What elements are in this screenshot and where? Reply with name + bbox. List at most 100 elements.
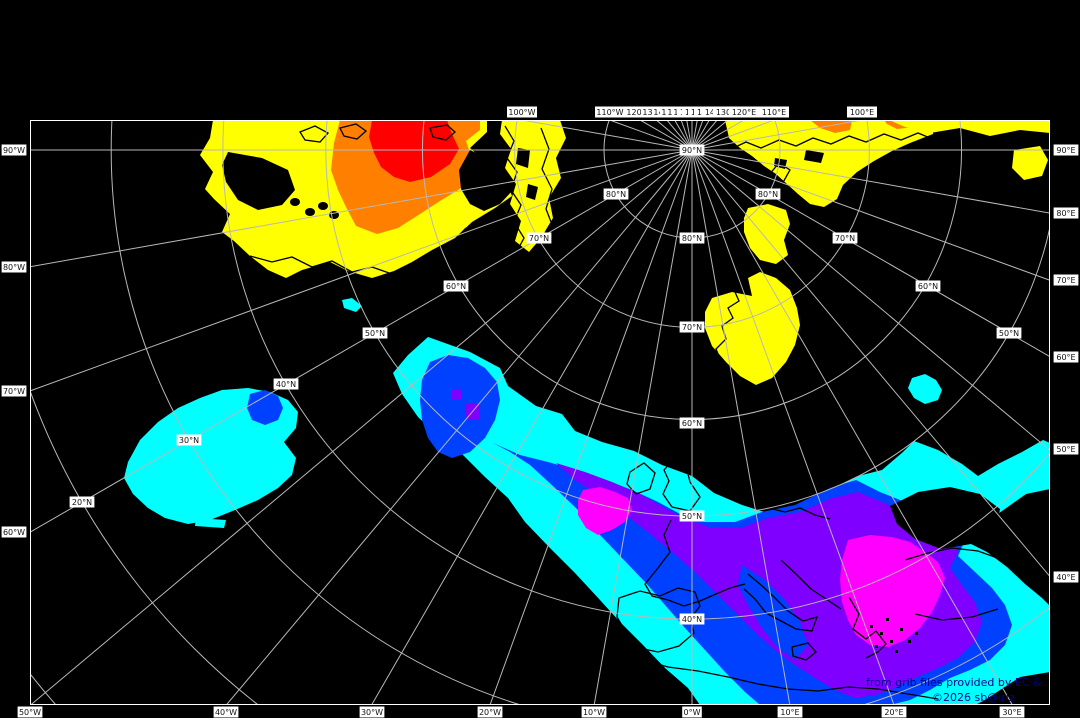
field-asia-yellow-patch [1012, 146, 1048, 180]
left-edge-label: 90°W [3, 146, 25, 155]
hudson-bay [459, 150, 512, 211]
latitude-label: 20°N [72, 498, 92, 507]
latitude-label: 70°N [835, 234, 855, 243]
bottom-edge-label-box [777, 706, 803, 718]
latitude-label-box [679, 321, 705, 333]
latitude-label-box [679, 417, 705, 429]
siberia-gap-2 [804, 150, 824, 163]
left-edge-label-box [1, 385, 27, 397]
field-siberia-yellow [725, 120, 933, 207]
coast-island-dot [895, 650, 898, 653]
field-magenta-east [840, 535, 945, 647]
parallel-circle [110, 120, 1050, 705]
top-edge-label-box [713, 106, 743, 118]
great-lake [290, 198, 300, 206]
top-edge-label-box [625, 106, 655, 118]
coast-north-africa [639, 658, 939, 700]
latitude-label-box [443, 280, 469, 292]
coast-adriatic [780, 559, 842, 610]
bottom-edge-label-box [359, 706, 385, 718]
meridian-line [691, 149, 1050, 452]
right-edge-label: 70°E [1056, 276, 1075, 285]
field-azores-purple-2 [466, 404, 480, 420]
bottom-edge-label: 50°W [19, 708, 41, 717]
coast-turkey-north [904, 547, 1001, 561]
field-na-red [369, 120, 459, 182]
coast-arctic-island-1 [299, 125, 330, 143]
field-atlantic-blue-spot [247, 390, 283, 425]
bottom-edge-label: 10°W [583, 708, 605, 717]
na-inland-gap [222, 152, 295, 210]
latitude-label: 60°N [918, 282, 938, 291]
bottom-edge-label: 40°W [215, 708, 237, 717]
top-edge-label-box [507, 106, 537, 118]
top-edge-label: 130°E [716, 108, 740, 117]
left-edge-label: 80°W [3, 263, 25, 272]
latitude-label-box [603, 188, 629, 200]
meridian-line [691, 149, 1050, 578]
meridian-line [30, 149, 693, 705]
left-edge-label-box [1, 526, 27, 538]
top-edge-label-box [847, 106, 877, 118]
coast-baltic [761, 489, 831, 520]
latitude-label-box [679, 510, 705, 522]
coast-france [644, 519, 746, 607]
right-edge-label: 80°E [1056, 209, 1075, 218]
bottom-edge-label-box [881, 706, 907, 718]
bottom-edge-label: 0°W [684, 708, 701, 717]
bottom-edge-label-box [999, 706, 1025, 718]
latitude-label: 30°N [179, 436, 199, 445]
right-edge-label-box [1053, 571, 1079, 583]
meridian-line [593, 149, 693, 705]
latitude-label: 50°N [999, 329, 1019, 338]
right-edge-label-box [1053, 443, 1079, 455]
right-edge-label-box [1053, 351, 1079, 363]
meridian-line [691, 149, 1014, 705]
latitude-label: 40°N [276, 380, 296, 389]
meridian-line [691, 149, 1050, 281]
top-edge-label: 110°E [762, 108, 786, 117]
pole-label-box [679, 144, 705, 156]
meridian-line [30, 149, 693, 392]
bottom-edge-label: 30°E [1002, 708, 1021, 717]
latitude-label: 40°N [682, 615, 702, 624]
meridian-line [691, 149, 791, 705]
coast-arctic-island-3 [429, 124, 456, 141]
left-edge-label: 60°W [3, 528, 25, 537]
coast-island-dot [890, 640, 893, 643]
field-cyan-dash [342, 298, 362, 312]
field-magenta-west [578, 487, 632, 535]
coast-turkey-south [914, 608, 999, 621]
field-azores-purple-1 [452, 390, 462, 400]
greenland-gap-1 [516, 148, 530, 168]
latitude-label-box [996, 327, 1022, 339]
black-sea [890, 487, 1000, 549]
coast-ireland [626, 462, 656, 495]
coast-sicily [791, 642, 817, 661]
meridian-line [30, 149, 693, 268]
credits-line-2: ©2026 sb@iriz [932, 691, 1015, 704]
right-edge-label: 40°E [1056, 573, 1075, 582]
latitude-label-box [362, 327, 388, 339]
meridian-line [691, 149, 1050, 214]
coast-great-britain [662, 458, 701, 512]
coast-greenland-east [540, 127, 554, 246]
latitude-label: 70°N [682, 323, 702, 332]
meridian-line [370, 149, 693, 705]
latitude-label: 50°N [682, 512, 702, 521]
left-edge-label-box [1, 261, 27, 273]
meridian-line [225, 149, 693, 705]
latitude-label-box [832, 232, 858, 244]
latitude-label: 80°N [682, 234, 702, 243]
top-edge-label-box [729, 106, 759, 118]
field-atlantic-cyan-patch [124, 388, 298, 524]
latitude-label-box [755, 188, 781, 200]
coast-arctic-island-2 [339, 123, 368, 140]
bottom-edge-label-box [682, 706, 702, 718]
top-edge-label: 110°W [596, 108, 623, 117]
latitude-label: 70°N [529, 234, 549, 243]
greenland-gap-2 [526, 184, 538, 200]
bottom-edge-label-box [581, 706, 607, 718]
